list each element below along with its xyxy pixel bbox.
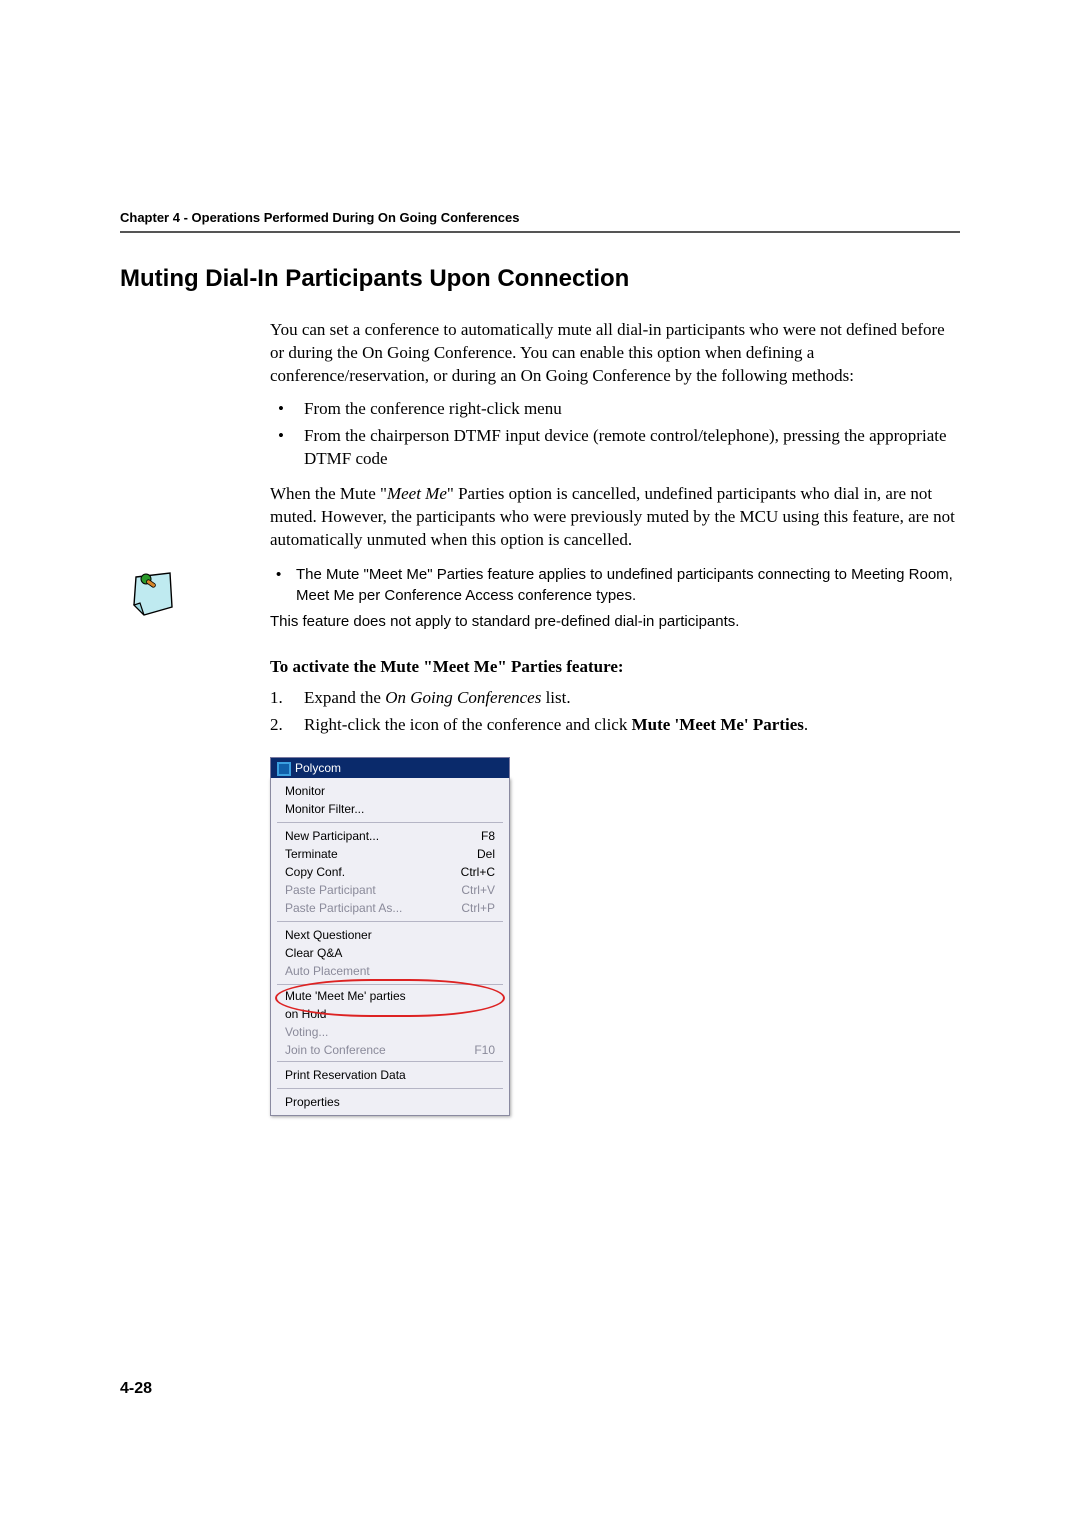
pinned-note-icon — [130, 567, 176, 622]
menu-separator — [277, 822, 503, 823]
context-menu-illustration: Polycom Monitor Monitor Filter... New Part… — [270, 757, 510, 1116]
methods-list-item: From the chairperson DTMF input device (… — [270, 425, 960, 471]
list-item-text: From the conference right-click menu — [304, 399, 562, 418]
menu-group: Mute 'Meet Me' parties on Hold Voting... Jo… — [271, 987, 509, 1059]
section-title: Muting Dial-In Participants Upon Connect… — [120, 265, 960, 293]
menu-group: New Participant... F8 Terminate Del Copy Con… — [271, 825, 509, 919]
page-number: 4-28 — [120, 1380, 152, 1398]
menu-item: Auto Placement — [271, 962, 509, 980]
step-post: . — [804, 715, 808, 734]
menu-item-label: Voting... — [285, 1025, 328, 1039]
menu-item-label: Copy Conf. — [285, 865, 345, 879]
menu-item[interactable]: Monitor Filter... — [271, 800, 509, 818]
menu-item-label: Auto Placement — [285, 964, 370, 978]
menu-item-label: Next Questioner — [285, 928, 372, 942]
step-bold: Mute 'Meet Me' Parties — [632, 715, 804, 734]
step-item: Right-click the icon of the conference a… — [270, 714, 960, 737]
note-bullet: The Mute "Meet Me" Parties feature appli… — [270, 565, 960, 606]
menu-group: Properties — [271, 1091, 509, 1113]
menu-item-label: on Hold — [285, 1007, 326, 1021]
note-plain: This feature does not apply to standard … — [270, 612, 960, 632]
list-item-text: From the chairperson DTMF input device (… — [304, 426, 947, 468]
menu-item[interactable]: Terminate Del — [271, 845, 509, 863]
step-pre: Expand the — [304, 688, 385, 707]
menu-item-shortcut: Ctrl+C — [461, 865, 495, 879]
context-menu-titlebar: Polycom — [270, 757, 510, 778]
note-text: The Mute "Meet Me" Parties feature appli… — [270, 565, 960, 632]
menu-item-shortcut: F10 — [474, 1043, 495, 1057]
menu-item-label: Paste Participant — [285, 883, 376, 897]
note-icon-col — [120, 565, 186, 632]
menu-item-label: Mute 'Meet Me' parties — [285, 989, 406, 1003]
menu-item-label: Monitor — [285, 784, 325, 798]
menu-item-label: Clear Q&A — [285, 946, 342, 960]
step-post: list. — [541, 688, 570, 707]
menu-item[interactable]: New Participant... F8 — [271, 827, 509, 845]
menu-item[interactable]: Copy Conf. Ctrl+C — [271, 863, 509, 881]
intro-paragraph: You can set a conference to automaticall… — [270, 319, 960, 388]
steps-list: Expand the On Going Conferences list. Ri… — [270, 687, 960, 737]
menu-item-label: New Participant... — [285, 829, 379, 843]
menu-item: Join to Conference F10 — [271, 1041, 509, 1059]
step-italic: On Going Conferences — [385, 688, 541, 707]
menu-item[interactable]: Clear Q&A — [271, 944, 509, 962]
methods-list-item: From the conference right-click menu — [270, 398, 960, 421]
menu-group: Monitor Monitor Filter... — [271, 780, 509, 820]
titlebar-label: Polycom — [295, 761, 341, 775]
steps-subhead: To activate the Mute "Meet Me" Parties f… — [270, 656, 960, 679]
menu-separator — [277, 921, 503, 922]
step-pre: Right-click the icon of the conference a… — [304, 715, 632, 734]
menu-item[interactable]: Print Reservation Data — [271, 1066, 509, 1084]
para-italic: Meet Me — [387, 484, 447, 503]
step-item: Expand the On Going Conferences list. — [270, 687, 960, 710]
body-block: You can set a conference to automaticall… — [270, 319, 960, 551]
context-menu: Monitor Monitor Filter... New Participant.… — [270, 778, 510, 1116]
menu-item-label: Properties — [285, 1095, 340, 1109]
menu-item[interactable]: Next Questioner — [271, 926, 509, 944]
menu-item[interactable]: Properties — [271, 1093, 509, 1111]
menu-item-shortcut: Ctrl+P — [461, 901, 495, 915]
cancel-paragraph: When the Mute "Meet Me" Parties option i… — [270, 483, 960, 552]
methods-list: From the conference right-click menu Fro… — [270, 398, 960, 471]
menu-separator — [277, 1061, 503, 1062]
menu-item-shortcut: F8 — [481, 829, 495, 843]
note-block: The Mute "Meet Me" Parties feature appli… — [120, 565, 960, 632]
menu-item[interactable]: on Hold — [271, 1005, 509, 1023]
menu-item-shortcut: Ctrl+V — [461, 883, 495, 897]
menu-item[interactable]: Mute 'Meet Me' parties — [271, 987, 509, 1005]
menu-separator — [277, 984, 503, 985]
app-icon — [277, 762, 291, 776]
menu-group: Next Questioner Clear Q&A Auto Placement — [271, 924, 509, 982]
menu-item-label: Print Reservation Data — [285, 1068, 406, 1082]
menu-item-label: Paste Participant As... — [285, 901, 402, 915]
menu-item-label: Terminate — [285, 847, 338, 861]
menu-item: Paste Participant As... Ctrl+P — [271, 899, 509, 917]
menu-item-label: Monitor Filter... — [285, 802, 364, 816]
menu-item-label: Join to Conference — [285, 1043, 386, 1057]
chapter-header-text: Chapter 4 - Operations Performed During … — [120, 210, 519, 225]
menu-item[interactable]: Monitor — [271, 782, 509, 800]
chapter-header: Chapter 4 - Operations Performed During … — [120, 210, 960, 233]
menu-separator — [277, 1088, 503, 1089]
menu-item-shortcut: Del — [477, 847, 495, 861]
para-pre: When the Mute " — [270, 484, 387, 503]
menu-group: Print Reservation Data — [271, 1064, 509, 1086]
content-area: Muting Dial-In Participants Upon Connect… — [120, 265, 960, 1116]
menu-item: Voting... — [271, 1023, 509, 1041]
steps-block: To activate the Mute "Meet Me" Parties f… — [270, 656, 960, 737]
menu-item: Paste Participant Ctrl+V — [271, 881, 509, 899]
document-page: Chapter 4 - Operations Performed During … — [0, 0, 1080, 1528]
